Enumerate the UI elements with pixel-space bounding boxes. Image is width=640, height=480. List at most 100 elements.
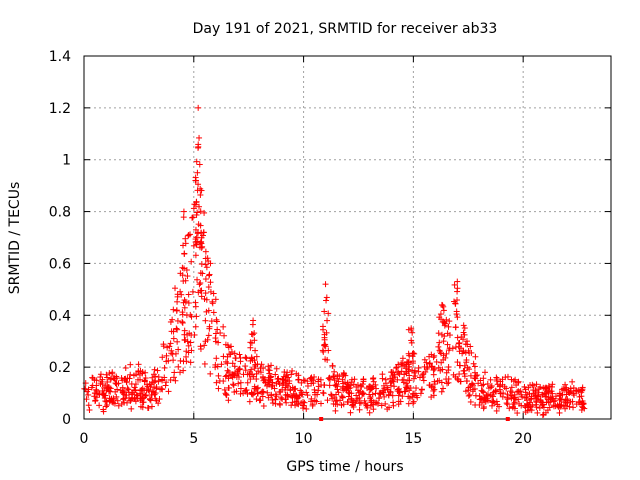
data-point bbox=[277, 401, 284, 408]
data-point bbox=[321, 342, 328, 349]
data-point bbox=[264, 389, 271, 396]
data-point bbox=[317, 400, 324, 407]
data-point bbox=[567, 389, 574, 396]
data-point bbox=[89, 374, 96, 381]
data-point bbox=[231, 350, 238, 357]
data-point bbox=[464, 364, 471, 371]
y-tick-label: 1 bbox=[62, 153, 71, 169]
data-point bbox=[106, 397, 113, 404]
data-point bbox=[237, 390, 244, 397]
data-point bbox=[440, 307, 447, 314]
data-point bbox=[394, 368, 401, 375]
data-point bbox=[426, 382, 433, 389]
data-point bbox=[193, 199, 200, 206]
data-point bbox=[274, 376, 281, 383]
data-point bbox=[492, 387, 499, 394]
data-point bbox=[202, 290, 209, 297]
data-point bbox=[186, 330, 193, 337]
data-point bbox=[499, 381, 506, 388]
data-point bbox=[157, 386, 164, 393]
data-point bbox=[494, 401, 501, 408]
data-point bbox=[445, 323, 452, 330]
axis-marker bbox=[319, 417, 324, 421]
data-point bbox=[454, 334, 461, 341]
data-point bbox=[387, 379, 394, 386]
data-point bbox=[209, 298, 216, 305]
data-point bbox=[221, 332, 228, 339]
data-point bbox=[472, 353, 479, 360]
data-point bbox=[445, 375, 452, 382]
data-point bbox=[426, 353, 433, 360]
data-point bbox=[329, 395, 336, 402]
data-point bbox=[213, 355, 220, 362]
data-point bbox=[556, 409, 563, 416]
data-points bbox=[81, 104, 588, 419]
data-point bbox=[102, 392, 109, 399]
data-point bbox=[213, 379, 220, 386]
data-point bbox=[175, 363, 182, 370]
data-point bbox=[559, 391, 566, 398]
axis-ticks: 0 5 10 15 20 0 0.2 0.4 0.6 0.8 1 1.2 1.4 bbox=[49, 49, 611, 447]
data-point bbox=[191, 331, 198, 338]
data-point bbox=[187, 359, 194, 366]
data-point bbox=[93, 394, 100, 401]
data-point bbox=[350, 381, 357, 388]
data-point bbox=[430, 354, 437, 361]
data-point bbox=[539, 412, 546, 419]
data-point bbox=[336, 373, 343, 380]
data-point bbox=[360, 376, 367, 383]
data-point bbox=[328, 391, 335, 398]
grid bbox=[84, 56, 611, 419]
data-point bbox=[200, 229, 207, 236]
data-point bbox=[246, 398, 253, 405]
x-tick-label: 15 bbox=[404, 431, 422, 447]
data-point bbox=[334, 401, 341, 408]
data-point bbox=[467, 398, 474, 405]
data-point bbox=[279, 382, 286, 389]
data-point bbox=[317, 376, 324, 383]
data-point bbox=[128, 405, 135, 412]
data-point bbox=[292, 385, 299, 392]
data-point bbox=[522, 389, 529, 396]
data-point bbox=[265, 363, 272, 370]
data-point bbox=[510, 395, 517, 402]
data-point bbox=[225, 384, 232, 391]
data-point bbox=[240, 390, 247, 397]
data-point bbox=[244, 379, 251, 386]
data-point bbox=[195, 104, 202, 111]
data-point bbox=[325, 310, 332, 317]
data-point bbox=[410, 400, 417, 407]
data-point bbox=[127, 361, 134, 368]
data-point bbox=[332, 407, 339, 414]
data-point bbox=[226, 351, 233, 358]
data-point bbox=[199, 243, 206, 250]
data-point bbox=[135, 376, 142, 383]
data-point bbox=[193, 158, 200, 165]
data-point bbox=[115, 402, 122, 409]
data-point bbox=[185, 231, 192, 238]
data-point bbox=[557, 403, 564, 410]
data-point bbox=[254, 390, 261, 397]
data-point bbox=[202, 276, 209, 283]
data-point bbox=[521, 394, 528, 401]
data-point bbox=[480, 389, 487, 396]
data-point bbox=[460, 322, 467, 329]
data-point bbox=[403, 384, 410, 391]
data-point bbox=[160, 341, 167, 348]
data-point bbox=[549, 395, 556, 402]
data-point bbox=[382, 400, 389, 407]
data-point bbox=[453, 311, 460, 318]
data-point bbox=[288, 371, 295, 378]
data-point bbox=[202, 317, 209, 324]
data-point bbox=[357, 399, 364, 406]
data-point bbox=[344, 384, 351, 391]
data-point bbox=[113, 375, 120, 382]
axis-marker bbox=[505, 417, 510, 421]
data-point bbox=[391, 383, 398, 390]
data-point bbox=[280, 376, 287, 383]
data-point bbox=[351, 376, 358, 383]
data-point bbox=[85, 402, 92, 409]
data-point bbox=[454, 375, 461, 382]
data-point bbox=[187, 339, 194, 346]
x-tick-label: 20 bbox=[514, 431, 532, 447]
